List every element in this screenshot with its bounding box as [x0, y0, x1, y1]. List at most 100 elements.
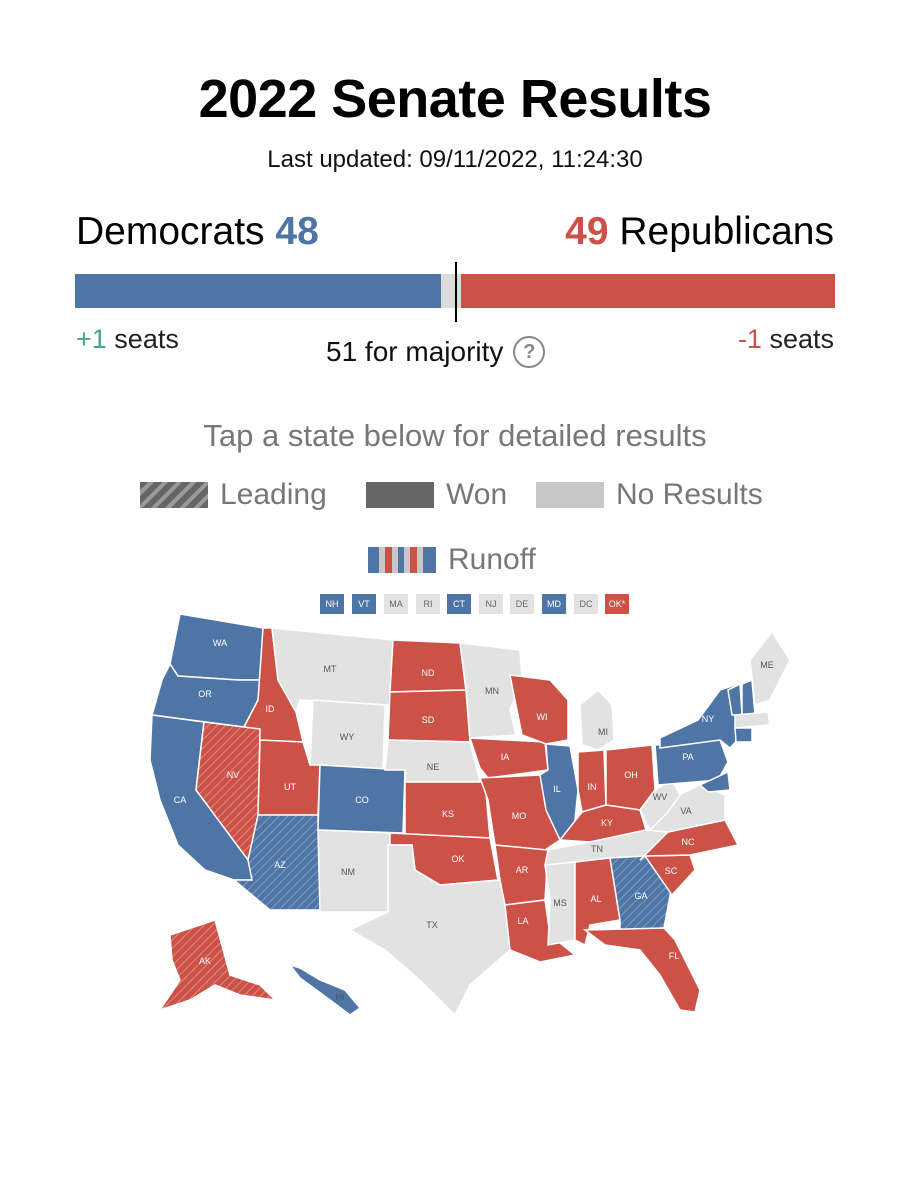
label-sd: SD	[422, 715, 435, 725]
state-wi[interactable]	[509, 674, 569, 745]
label-ne: NE	[427, 762, 440, 772]
label-ut: UT	[284, 782, 296, 792]
republicans-delta: -1	[737, 324, 762, 354]
legend-leading-label: Leading	[220, 478, 327, 511]
instruction-text: Tap a state below for detailed results	[203, 418, 707, 453]
label-il: IL	[553, 784, 561, 794]
small-state-md[interactable]: MD	[542, 594, 566, 614]
label-ak: AK	[199, 956, 211, 966]
state-wv[interactable]	[639, 778, 681, 832]
republicans-seat-bar	[461, 274, 835, 308]
legend-leading: Leading	[140, 478, 327, 512]
label-ok: OK	[451, 854, 464, 864]
label-wv: WV	[653, 792, 668, 802]
label-or: OR	[198, 689, 212, 699]
state-mn[interactable]	[459, 642, 523, 739]
label-ar: AR	[516, 865, 529, 875]
legend-runoff-label: Runoff	[448, 543, 536, 576]
label-mn: MN	[485, 686, 499, 696]
republicans-seat-count: 49	[565, 210, 609, 253]
democrats-delta: +1	[76, 324, 107, 354]
label-mo: MO	[512, 811, 527, 821]
state-nh[interactable]	[741, 678, 756, 716]
label-co: CO	[355, 795, 369, 805]
last-updated: Last updated: 09/11/2022, 11:24:30	[267, 146, 643, 173]
state-hi[interactable]	[287, 963, 362, 1016]
majority-label: 51 for majority	[326, 336, 504, 367]
small-state-vt[interactable]: VT	[352, 594, 376, 614]
small-state-de[interactable]: DE	[510, 594, 534, 614]
label-wy: WY	[340, 732, 355, 742]
state-ct[interactable]	[734, 727, 753, 743]
label-tn: TN	[591, 844, 603, 854]
democrats-seat-bar	[75, 274, 441, 308]
state-ma[interactable]	[734, 711, 771, 729]
runoff-swatch	[368, 547, 436, 573]
democrats-seat-change: +1 seats	[76, 324, 179, 355]
page-title: 2022 Senate Results	[198, 69, 712, 129]
small-state-nj[interactable]: NJ	[479, 594, 503, 614]
small-state-ri[interactable]: RI	[416, 594, 440, 614]
label-mt: MT	[324, 664, 337, 674]
no-results-swatch	[536, 482, 604, 508]
label-pa: PA	[682, 752, 693, 762]
won-swatch	[366, 482, 434, 508]
label-ky: KY	[601, 818, 613, 828]
state-md[interactable]	[698, 770, 731, 793]
label-fl: FL	[669, 951, 680, 961]
label-ny: NY	[702, 714, 715, 724]
label-nd: ND	[422, 668, 435, 678]
democrats-label: Democrats	[76, 210, 265, 253]
label-wa: WA	[213, 638, 227, 648]
small-state-ma[interactable]: MA	[384, 594, 408, 614]
republicans-label: Republicans	[619, 210, 834, 253]
legend-won: Won	[366, 478, 507, 512]
democrats-change-suffix: seats	[106, 324, 179, 354]
legend-runoff: Runoff	[368, 543, 536, 577]
label-ia: IA	[501, 752, 510, 762]
label-la: LA	[517, 916, 528, 926]
label-nv: NV	[227, 770, 240, 780]
state-tx[interactable]	[348, 844, 511, 1017]
label-oh: OH	[624, 770, 638, 780]
label-nm: NM	[341, 867, 355, 877]
state-in[interactable]	[577, 749, 607, 813]
label-me: ME	[760, 660, 774, 670]
state-ak[interactable]	[158, 919, 278, 1012]
majority-info: 51 for majority ?	[326, 336, 546, 368]
label-al: AL	[590, 894, 601, 904]
label-mi: MI	[598, 727, 608, 737]
leading-swatch	[140, 482, 208, 508]
legend-won-label: Won	[446, 478, 508, 511]
small-state-ct[interactable]: CT	[447, 594, 471, 614]
state-fl[interactable]	[582, 927, 701, 1013]
small-state-ok-special[interactable]: OK*	[605, 594, 629, 614]
small-state-nh[interactable]: NH	[320, 594, 344, 614]
legend-no-results-label: No Results	[616, 478, 763, 511]
label-tx: TX	[426, 920, 438, 930]
republicans-header: 49 Republicans	[565, 210, 834, 254]
label-hi: HI	[336, 992, 345, 1002]
label-ga: GA	[634, 891, 647, 901]
label-ks: KS	[442, 809, 454, 819]
state-ia[interactable]	[468, 737, 549, 779]
label-sc: SC	[665, 866, 678, 876]
state-ar[interactable]	[494, 844, 549, 906]
state-nd[interactable]	[389, 639, 467, 693]
legend-no-results: No Results	[536, 478, 763, 512]
state-mi[interactable]	[579, 688, 615, 751]
help-icon[interactable]: ?	[513, 336, 546, 368]
republicans-change-suffix: seats	[761, 324, 834, 354]
democrats-header: Democrats 48	[76, 210, 319, 254]
label-in: IN	[588, 782, 597, 792]
label-va: VA	[680, 806, 691, 816]
label-nc: NC	[682, 837, 695, 847]
democrats-seat-count: 48	[275, 210, 319, 253]
state-ms[interactable]	[544, 861, 576, 946]
republicans-seat-change: -1 seats	[738, 324, 834, 355]
label-ms: MS	[553, 898, 567, 908]
label-id: ID	[266, 704, 276, 714]
small-state-dc[interactable]: DC	[574, 594, 598, 614]
state-la[interactable]	[504, 899, 577, 963]
